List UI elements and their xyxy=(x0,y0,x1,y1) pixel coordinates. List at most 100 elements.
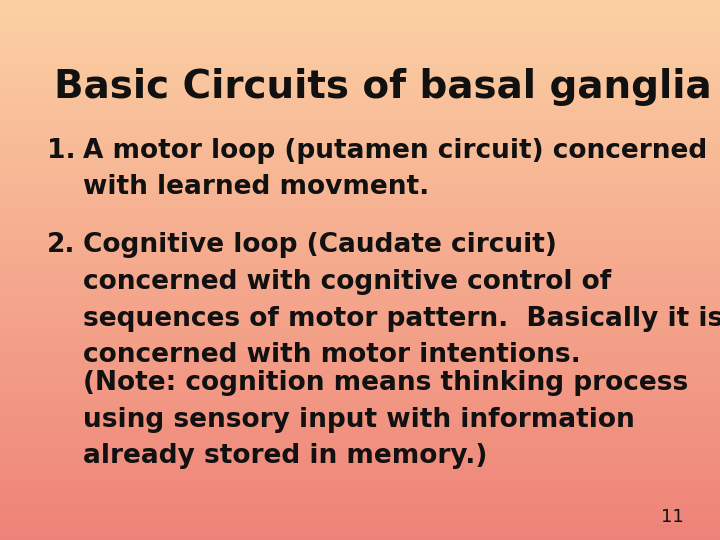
Bar xyxy=(0,228,720,231)
Bar xyxy=(0,160,720,162)
Bar xyxy=(0,390,720,393)
Bar xyxy=(0,193,720,194)
Bar xyxy=(0,479,720,481)
Bar xyxy=(0,351,720,353)
Bar xyxy=(0,488,720,490)
Bar xyxy=(0,146,720,147)
Bar xyxy=(0,157,720,158)
Bar xyxy=(0,23,720,25)
Bar xyxy=(0,455,720,457)
Bar xyxy=(0,221,720,223)
Bar xyxy=(0,247,720,248)
Bar xyxy=(0,207,720,209)
Bar xyxy=(0,441,720,443)
Bar xyxy=(0,274,720,275)
Bar xyxy=(0,339,720,340)
Bar xyxy=(0,115,720,117)
Bar xyxy=(0,376,720,378)
Bar xyxy=(0,7,720,9)
Bar xyxy=(0,366,720,367)
Bar xyxy=(0,164,720,166)
Bar xyxy=(0,297,720,299)
Bar xyxy=(0,16,720,18)
Bar xyxy=(0,266,720,268)
Bar xyxy=(0,349,720,351)
Bar xyxy=(0,238,720,239)
Bar xyxy=(0,421,720,423)
Bar xyxy=(0,313,720,315)
Bar xyxy=(0,106,720,108)
Bar xyxy=(0,444,720,447)
Bar xyxy=(0,520,720,522)
Bar xyxy=(0,214,720,216)
Bar xyxy=(0,166,720,167)
Bar xyxy=(0,32,720,34)
Bar xyxy=(0,96,720,97)
Bar xyxy=(0,436,720,437)
Bar xyxy=(0,394,720,396)
Bar xyxy=(0,76,720,77)
Bar xyxy=(0,410,720,412)
Bar xyxy=(0,295,720,297)
Bar xyxy=(0,189,720,191)
Bar xyxy=(0,304,720,306)
Bar xyxy=(0,464,720,466)
Bar xyxy=(0,169,720,171)
Bar xyxy=(0,234,720,236)
Bar xyxy=(0,99,720,101)
Bar xyxy=(0,158,720,160)
Bar xyxy=(0,470,720,471)
Bar xyxy=(0,490,720,491)
Bar xyxy=(0,225,720,227)
Bar xyxy=(0,463,720,464)
Bar xyxy=(0,259,720,261)
Bar xyxy=(0,36,720,38)
Bar xyxy=(0,525,720,528)
Bar xyxy=(0,371,720,373)
Bar xyxy=(0,329,720,331)
Bar xyxy=(0,38,720,39)
Bar xyxy=(0,434,720,436)
Bar xyxy=(0,425,720,427)
Bar xyxy=(0,59,720,61)
Bar xyxy=(0,151,720,153)
Bar xyxy=(0,2,720,4)
Text: A motor loop (putamen circuit) concerned: A motor loop (putamen circuit) concerned xyxy=(83,138,707,164)
Bar xyxy=(0,110,720,112)
Bar xyxy=(0,198,720,200)
Bar xyxy=(0,331,720,333)
Bar xyxy=(0,461,720,463)
Bar xyxy=(0,322,720,324)
Bar xyxy=(0,393,720,394)
Bar xyxy=(0,79,720,81)
Bar xyxy=(0,90,720,92)
Bar xyxy=(0,18,720,20)
Bar xyxy=(0,471,720,474)
Bar xyxy=(0,43,720,45)
Bar xyxy=(0,420,720,421)
Bar xyxy=(0,209,720,211)
Bar xyxy=(0,65,720,66)
Bar xyxy=(0,336,720,339)
Bar xyxy=(0,290,720,292)
Bar xyxy=(0,66,720,69)
Bar xyxy=(0,484,720,486)
Bar xyxy=(0,518,720,520)
Bar xyxy=(0,250,720,252)
Bar xyxy=(0,83,720,85)
Bar xyxy=(0,448,720,450)
Bar xyxy=(0,378,720,380)
Bar xyxy=(0,328,720,329)
Text: using sensory input with information: using sensory input with information xyxy=(83,407,634,433)
Bar xyxy=(0,333,720,335)
Bar xyxy=(0,515,720,517)
Bar xyxy=(0,261,720,263)
Bar xyxy=(0,0,720,2)
Bar xyxy=(0,108,720,110)
Bar xyxy=(0,4,720,5)
Bar xyxy=(0,20,720,22)
Bar xyxy=(0,315,720,317)
Bar xyxy=(0,285,720,286)
Bar xyxy=(0,369,720,371)
Bar xyxy=(0,452,720,454)
